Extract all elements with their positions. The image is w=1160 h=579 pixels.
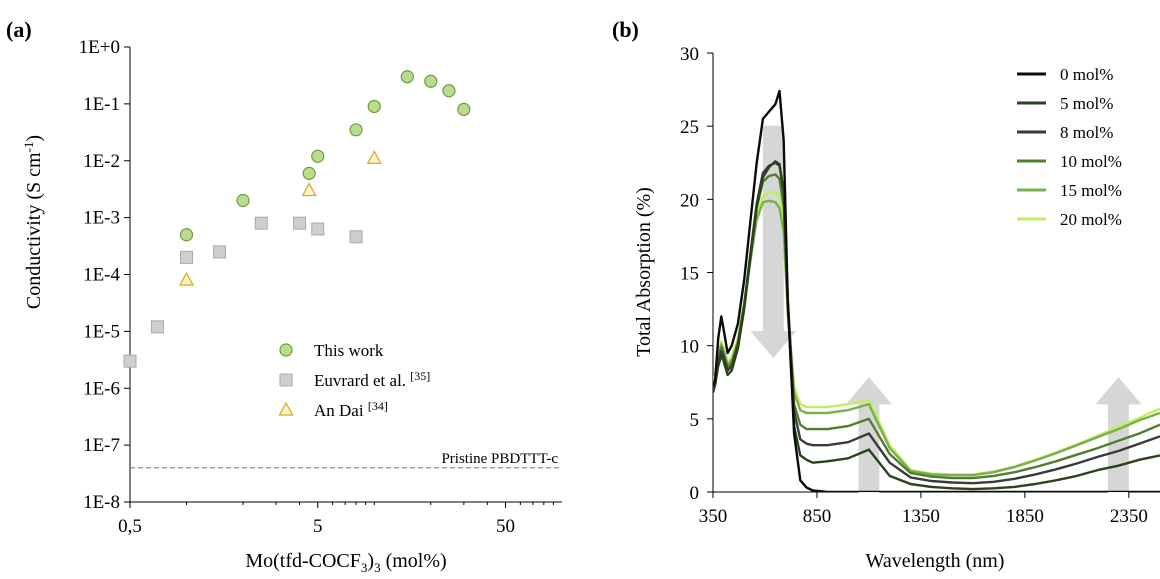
- a-y-tick-label: 1E-3: [83, 208, 120, 229]
- panel-b-legend: 0 mol% 5 mol% 8 mol% 10 mol% 15 mol% 20 mol%: [1017, 65, 1122, 229]
- a-legend-label: This work: [314, 341, 384, 360]
- panel-a-legend: This work Euvrard et al. [35] An Dai [34]: [278, 341, 430, 420]
- panel-b-y-ticks: 0 5 10 15 20 25 30: [680, 44, 713, 504]
- a-point-circle: [457, 102, 471, 116]
- panel-a-y-ticks: 1E-8 1E-7 1E-6 1E-5 1E-4 1E-3 1E-2 1E-1 1E+0: [79, 37, 130, 513]
- a-point-square: [311, 222, 325, 236]
- a-point-circle: [400, 70, 414, 84]
- a-point-square: [293, 216, 307, 230]
- a-point-circle: [349, 123, 363, 137]
- a-x-tick-label: 5: [313, 516, 323, 537]
- panel-a: (a) 1E-8 1E-7 1E-6 1E-5 1E-4 1E-3 1E-2 1E-1 1E+0…: [6, 17, 562, 575]
- a-point-circle: [236, 193, 250, 208]
- a-point-square: [213, 245, 227, 259]
- a-point-triangle: [179, 271, 195, 286]
- b-x-tick-label: 1350: [902, 506, 940, 527]
- b-x-tick-label: 2350: [1110, 506, 1148, 527]
- a-point-circle: [179, 228, 194, 242]
- a-point-circle: [367, 99, 381, 114]
- b-y-tick-label: 25: [680, 117, 699, 138]
- a-legend-marker-triangle: [278, 401, 294, 416]
- panel-b-x-ticks: 350 850 1350 1850 2350: [699, 492, 1148, 527]
- a-point-square: [349, 230, 363, 244]
- panel-b-y-axis-title: Total Absorption (%): [633, 187, 655, 357]
- a-legend-label: An Dai [34]: [314, 399, 388, 420]
- panel-b: (b) 0 5 10 15 20 25 30 350 850 1350 1850 2350 0 mo…: [612, 17, 1160, 572]
- b-legend-label: 8 mol%: [1060, 123, 1113, 142]
- a-point-circle: [302, 166, 316, 180]
- b-x-tick-label: 1850: [1006, 506, 1044, 527]
- a-y-tick-label: 1E-5: [83, 321, 120, 342]
- a-legend-label: Euvrard et al. [35]: [314, 369, 430, 390]
- panel-b-x-axis-title: Wavelength (nm): [866, 550, 1005, 572]
- b-y-tick-label: 15: [680, 264, 699, 285]
- a-legend-marker-circle: [279, 343, 293, 357]
- b-legend-label: 20 mol%: [1060, 210, 1122, 229]
- a-y-tick-label: 1E+0: [79, 37, 120, 58]
- a-y-tick-label: 1E-2: [83, 151, 120, 172]
- panel-a-x-axis-title: Mo(tfd-COCF3)3 (mol%): [245, 550, 446, 575]
- a-y-tick-label: 1E-6: [83, 378, 120, 399]
- a-point-square: [180, 250, 194, 264]
- b-legend-label: 15 mol%: [1060, 181, 1122, 200]
- a-point-circle: [424, 74, 438, 88]
- a-y-tick-label: 1E-8: [83, 492, 120, 513]
- a-point-triangle: [366, 150, 382, 164]
- pristine-reference-label: Pristine PBDTTT-c: [441, 451, 558, 467]
- a-point-circle: [311, 149, 325, 163]
- b-x-tick-label: 350: [699, 506, 728, 527]
- a-legend-marker-square: [279, 373, 293, 387]
- b-legend-label: 5 mol%: [1060, 94, 1113, 113]
- a-x-tick-label: 0,5: [118, 516, 142, 537]
- trend-arrow-up: [1095, 377, 1142, 493]
- panel-b-series-lines: [713, 89, 1160, 492]
- a-point-square: [254, 216, 268, 230]
- a-point-circle: [442, 84, 456, 98]
- b-y-tick-label: 20: [680, 190, 699, 211]
- panel-a-data-points: [123, 70, 471, 368]
- a-x-tick-label: 50: [496, 516, 515, 537]
- a-point-triangle: [301, 182, 317, 197]
- b-legend-label: 0 mol%: [1060, 65, 1113, 84]
- a-y-tick-label: 1E-7: [83, 435, 120, 456]
- b-x-tick-label: 850: [803, 506, 832, 527]
- a-y-tick-label: 1E-1: [83, 94, 120, 115]
- panel-a-y-axis-title: Conductivity (S cm-1): [21, 135, 45, 309]
- a-y-tick-label: 1E-4: [83, 265, 120, 286]
- b-y-tick-label: 10: [680, 337, 699, 358]
- panel-a-x-ticks: 0,5 5 50: [118, 502, 554, 537]
- b-y-tick-label: 5: [690, 410, 700, 431]
- a-point-square: [123, 354, 137, 368]
- panel-b-label: (b): [612, 17, 639, 42]
- a-point-square: [150, 320, 164, 334]
- b-y-tick-label: 30: [680, 44, 699, 65]
- panel-a-label: (a): [6, 17, 32, 42]
- series-line-0mol: [713, 89, 1160, 492]
- series-line-5mol: [713, 160, 1160, 491]
- b-y-tick-label: 0: [690, 483, 700, 504]
- b-legend-label: 10 mol%: [1060, 152, 1122, 171]
